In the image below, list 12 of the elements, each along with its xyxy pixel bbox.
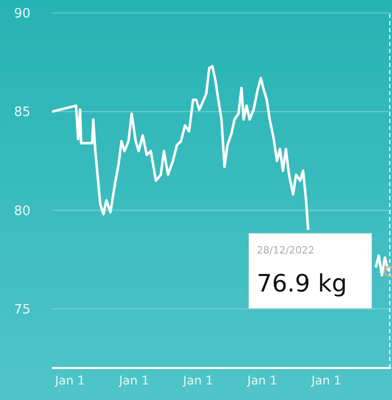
- x-tick-label: Jan 1: [246, 374, 278, 388]
- x-tick-label: Jan 1: [182, 374, 214, 388]
- x-tick-label: Jan 1: [118, 374, 150, 388]
- x-tick-label: Jan 1: [54, 374, 86, 388]
- y-tick-label: 75: [14, 302, 31, 318]
- x-tick-label: Jan 1: [310, 374, 342, 388]
- y-tick-label: 85: [14, 105, 31, 120]
- annotation: 76.9 kg: [256, 269, 347, 298]
- tooltip-box: 28/12/2022 76.9 kg: [248, 233, 372, 309]
- annotation: 28/12/2022: [256, 245, 314, 256]
- y-tick-label: 80: [14, 204, 31, 219]
- y-tick-label: 90: [14, 6, 31, 22]
